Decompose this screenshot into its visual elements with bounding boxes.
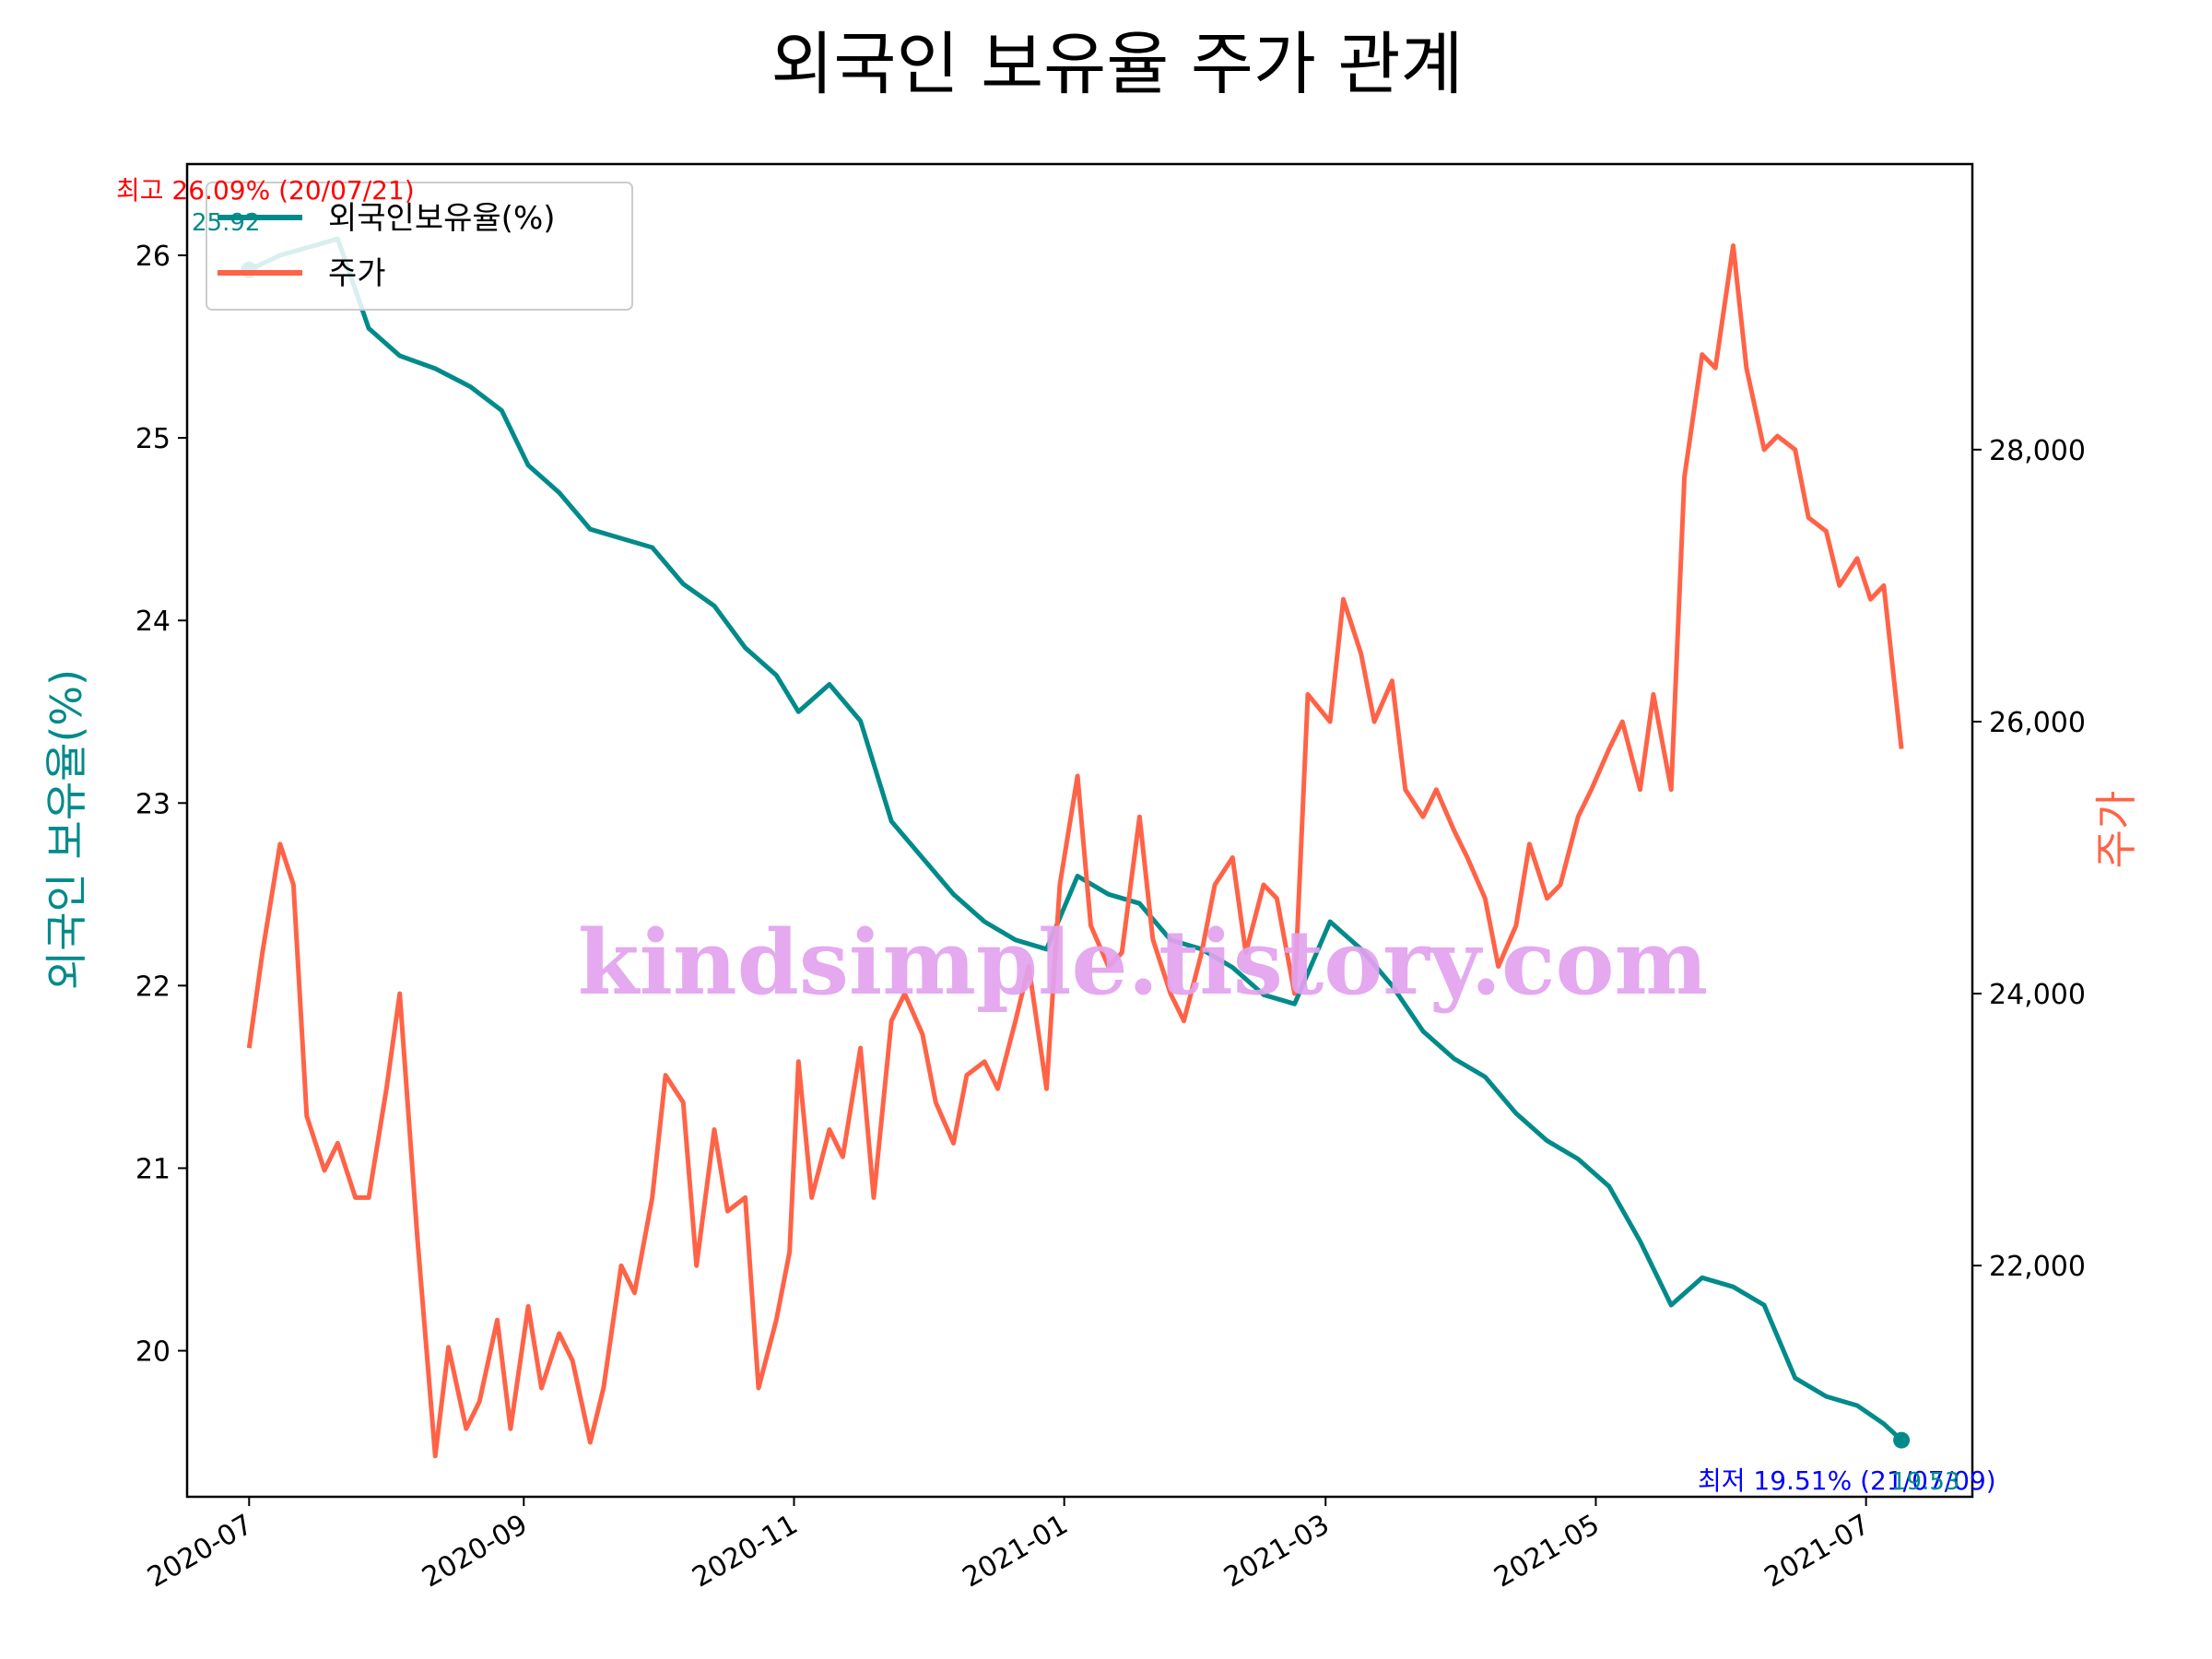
series-price-line bbox=[246, 243, 1904, 1459]
right-tick-label: 26,000 bbox=[1989, 707, 2086, 739]
legend-holding-label: 외국인보유율(%) bbox=[328, 200, 556, 237]
right-tick-label: 28,000 bbox=[1989, 435, 2086, 467]
right-axis-label: 주가 bbox=[2091, 791, 2141, 869]
min-annotation: 최저 19.51% (21/07/09) bbox=[1698, 1465, 1996, 1496]
end-marker bbox=[1893, 1431, 1911, 1449]
legend-price-label: 주가 bbox=[328, 255, 386, 292]
left-tick-label: 20 bbox=[135, 1336, 171, 1369]
legend: 외국인보유율(%) 주가 bbox=[206, 182, 633, 311]
left-tick-label: 23 bbox=[135, 788, 171, 820]
left-y-axis: 20 21 22 23 24 25 26 bbox=[135, 241, 187, 1369]
left-tick-label: 25 bbox=[135, 423, 171, 455]
max-annotation: 최고 26.09% (20/07/21) bbox=[116, 175, 415, 206]
plot-frame bbox=[185, 162, 1974, 1499]
right-tick-label: 24,000 bbox=[1989, 979, 2086, 1011]
watermark: kindsimple.tistory.com bbox=[578, 911, 1708, 1015]
end-value-label: 19.53 bbox=[1891, 1468, 1959, 1496]
left-axis-label: 외국인 보유율(%) bbox=[41, 669, 91, 990]
legend-box bbox=[206, 182, 633, 311]
chart-title: 외국인 보유율 주가 관계 bbox=[771, 25, 1463, 104]
right-y-axis: 22,000 24,000 26,000 28,000 bbox=[1972, 435, 2086, 1283]
left-tick-label: 22 bbox=[135, 971, 171, 1003]
right-tick-label: 22,000 bbox=[1989, 1251, 2086, 1283]
start-value-label: 25.92 bbox=[192, 209, 260, 237]
left-tick-label: 21 bbox=[135, 1153, 171, 1185]
left-tick-label: 26 bbox=[135, 241, 171, 273]
left-tick-label: 24 bbox=[135, 606, 171, 638]
series-holding-line bbox=[248, 236, 1903, 1442]
